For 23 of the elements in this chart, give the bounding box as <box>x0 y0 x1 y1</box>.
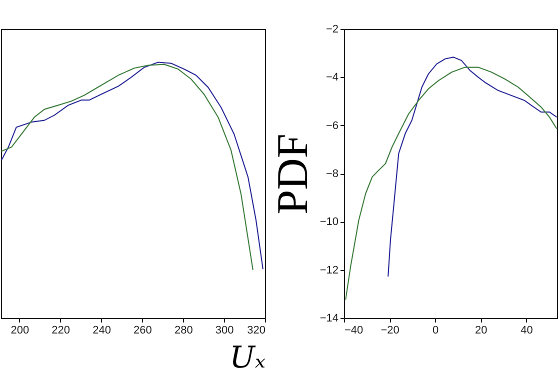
y-tick-label: −4 <box>326 72 338 84</box>
line-series <box>345 66 558 300</box>
x-tick-label: 240 <box>92 324 111 336</box>
y-tick-label: −8 <box>326 168 338 180</box>
y-tick-label: −14 <box>320 312 338 324</box>
x-tick-label: 40 <box>520 324 533 336</box>
line-series <box>388 56 558 278</box>
y-tick-label: −12 <box>320 264 338 276</box>
x-tick-label: 200 <box>10 324 30 336</box>
y-axis-title: PDF <box>268 134 317 214</box>
x-tick-label: 300 <box>215 324 234 336</box>
y-tick-label: −10 <box>320 216 338 228</box>
y-tick-label: −6 <box>326 120 338 132</box>
x-axis-title: Uₓ <box>230 340 266 373</box>
y-tick-label: −2 <box>326 24 338 36</box>
x-tick-label: 320 <box>247 324 266 336</box>
x-tick-label: 0 <box>432 324 439 336</box>
x-tick-label: −40 <box>344 324 364 336</box>
x-tick-label: 260 <box>134 324 152 336</box>
x-tick-label: 220 <box>52 324 70 336</box>
x-tick-label: −20 <box>380 324 400 336</box>
x-tick-label: 280 <box>174 324 193 336</box>
x-tick-label: 20 <box>475 324 488 336</box>
